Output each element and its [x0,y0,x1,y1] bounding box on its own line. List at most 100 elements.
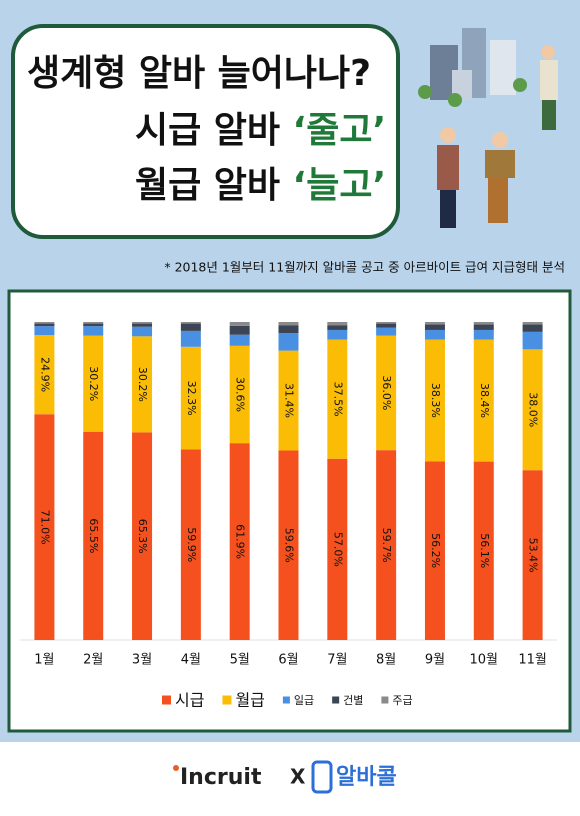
bar-segment [473,329,494,340]
logo-dot [173,765,179,771]
value-label: 30.2% [87,366,100,401]
legend-swatch [381,696,389,704]
chart: 71.0% 24.9% 1월 65.5% 30.2% 2월 65.3% 30.2% 3월 59.9… [20,322,557,710]
bar-segment [34,322,55,324]
bar-segment [229,443,250,640]
bar-segment [327,339,348,459]
bar-segment [522,324,543,332]
bar-segment [132,336,153,433]
x-tick-label: 11월 [518,653,547,668]
value-label: 65.3% [136,519,149,554]
value-label: 36.0% [380,375,393,410]
value-label: 37.5% [331,382,344,417]
legend-label: 일급 [294,693,314,707]
title-segment: 시급 알바 [135,110,293,151]
bar-segment [473,324,494,330]
bar-segment [229,345,250,444]
legend-swatch [222,695,232,705]
bar-segment [229,334,250,346]
bar-segment [522,331,543,350]
bar-segment [83,431,104,640]
bar-segment [424,461,445,640]
bar-segment [327,329,348,340]
value-label: 59.7% [380,528,393,563]
legend-swatch [332,696,340,704]
bar-segment [180,449,201,640]
bar-segment [473,461,494,640]
bar-segment [34,323,55,327]
title-box [11,24,400,239]
value-label: 65.5% [87,518,100,553]
bar-segment [522,470,543,640]
bar-segment [83,326,104,336]
bar-segment [132,323,153,327]
value-label: 56.1% [478,533,491,568]
bar-segment [34,326,55,336]
x-tick-label: 10월 [470,653,499,668]
bar-segment [278,333,299,351]
title-segment: 생계형 알바 늘어나나? [27,53,371,94]
bar-segment [327,458,348,640]
bar-segment [34,414,55,640]
value-label: 31.4% [283,383,296,418]
x-tick-label: 7월 [327,653,347,668]
bar-segment [376,327,397,336]
bar-segment [424,324,445,330]
bar-segment [522,349,543,471]
bar-segment [376,335,397,451]
x-tick-label: 9월 [425,653,445,668]
value-label: 53.4% [527,538,540,573]
legend-label: 월급 [235,691,264,710]
title-segment: ‘줄고’ [293,110,387,151]
bar-segment [278,322,299,326]
bar-segment [83,322,104,324]
title-line: 시급 알바 ‘줄고’ [135,110,386,151]
x-tick-label: 2월 [83,653,103,668]
value-label: 32.3% [185,381,198,416]
x-tick-label: 1월 [34,653,54,668]
title: 생계형 알바 늘어나나?시급 알바 ‘줄고’월급 알바 ‘늘고’ [27,53,386,206]
bar-segment [180,323,201,331]
value-label: 59.9% [185,527,198,562]
bar-segment [278,450,299,640]
bar-segment [424,329,445,340]
bar-segment [132,326,153,337]
bar-segment [522,322,543,325]
x-tick-label: 6월 [278,653,298,668]
brand-separator: X [290,765,306,789]
x-tick-label: 8월 [376,653,396,668]
bar-segment [34,335,55,415]
bar-segment [424,322,445,325]
value-label: 56.2% [429,533,442,568]
brand-albacall: 알바콜 [336,765,397,790]
footer: Incruit X 알바콜 [173,760,397,794]
bar-segment [376,322,397,324]
bar-segment [229,325,250,335]
bar-segment [278,350,299,451]
value-label: 24.9% [38,357,51,392]
bar-segment [473,339,494,462]
footer-band [0,742,580,812]
title-line: 생계형 알바 늘어나나? [27,53,371,94]
bar-segment [180,322,201,324]
legend-label: 건별 [343,694,363,707]
title-segment: 월급 알바 [135,165,293,206]
bar-segment [278,325,299,334]
value-label: 71.0% [38,510,51,545]
bar-segment [424,339,445,462]
value-label: 57.0% [331,532,344,567]
note: * 2018년 1월부터 11월까지 알바콜 공고 중 아르바이트 급여 지급형… [164,260,565,275]
bar-segment [132,322,153,324]
bar-segment [83,323,104,327]
value-label: 30.6% [234,377,247,412]
value-label: 61.9% [234,524,247,559]
bar-segment [180,330,201,347]
legend-swatch [282,696,290,704]
bar-segment [327,325,348,330]
bar-segment [473,322,494,325]
x-tick-label: 4월 [181,653,201,668]
bar-segment [83,335,104,432]
legend-label: 주급 [392,694,412,707]
value-label: 38.3% [429,383,442,418]
